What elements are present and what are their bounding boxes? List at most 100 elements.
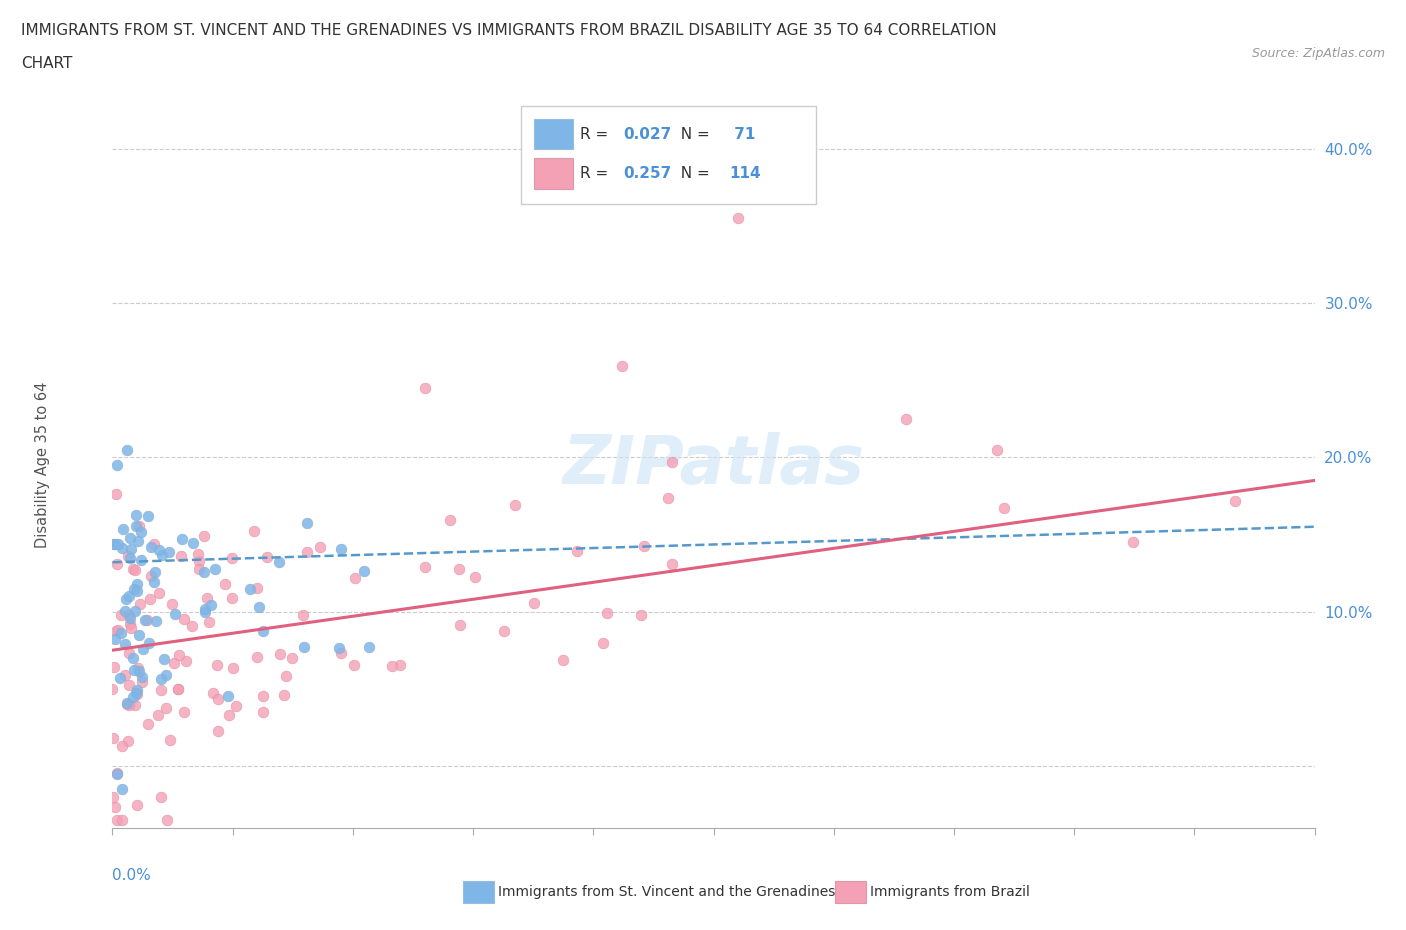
Point [110, 607, 132, 622]
Point [125, 508, 148, 523]
Point [136, 716, 159, 731]
Text: ZIPatlas: ZIPatlas [562, 432, 865, 498]
Point [103, 800, 125, 815]
Point [120, 620, 142, 635]
Point [141, 569, 163, 584]
Point [105, 458, 128, 472]
Point [145, 614, 167, 629]
Point [193, 565, 215, 579]
Point [153, 652, 176, 667]
Point [127, 686, 149, 701]
Point [389, 658, 412, 673]
Point [567, 543, 589, 558]
Point [630, 607, 652, 622]
Point [150, 548, 173, 563]
Point [103, 537, 125, 551]
Point [101, 730, 124, 745]
FancyBboxPatch shape [534, 119, 572, 150]
Text: 0.257: 0.257 [623, 166, 672, 181]
Point [188, 553, 211, 568]
Point [115, 442, 138, 457]
Point [114, 636, 136, 651]
Point [357, 640, 380, 655]
Point [107, 622, 129, 637]
Point [221, 551, 243, 565]
Point [125, 797, 148, 812]
Point [204, 562, 226, 577]
Point [194, 604, 217, 619]
Point [195, 590, 218, 604]
Point [149, 790, 172, 804]
Point [727, 210, 749, 225]
Point [447, 562, 470, 577]
Point [413, 560, 436, 575]
Text: IMMIGRANTS FROM ST. VINCENT AND THE GRENADINES VS IMMIGRANTS FROM BRAZIL DISABIL: IMMIGRANTS FROM ST. VINCENT AND THE GREN… [21, 23, 997, 38]
Point [187, 547, 209, 562]
Point [273, 687, 295, 702]
Point [295, 545, 318, 560]
Point [148, 586, 170, 601]
Point [464, 569, 486, 584]
Point [503, 498, 526, 512]
Point [180, 618, 202, 633]
Text: Immigrants from Brazil: Immigrants from Brazil [870, 884, 1031, 899]
Point [129, 525, 152, 539]
Point [242, 524, 264, 538]
Point [124, 685, 146, 700]
Point [160, 597, 183, 612]
Point [592, 635, 614, 650]
Point [120, 530, 142, 545]
Point [110, 813, 132, 828]
FancyBboxPatch shape [534, 158, 572, 189]
Point [661, 556, 683, 571]
Point [118, 608, 141, 623]
Point [111, 738, 134, 753]
Point [610, 359, 633, 374]
Point [329, 541, 352, 556]
Point [217, 688, 239, 703]
Text: R =: R = [581, 126, 613, 141]
Point [205, 658, 228, 672]
Point [657, 491, 679, 506]
Point [111, 521, 134, 536]
Point [118, 551, 141, 565]
Text: 114: 114 [730, 166, 761, 181]
Point [120, 611, 142, 626]
Point [163, 655, 186, 670]
Point [267, 555, 290, 570]
Point [353, 564, 375, 578]
Point [148, 543, 170, 558]
Point [105, 766, 128, 781]
Point [194, 602, 217, 617]
Point [114, 592, 136, 607]
Point [142, 575, 165, 590]
Point [115, 697, 138, 711]
Point [252, 624, 274, 639]
Point [413, 380, 436, 395]
Point [246, 649, 269, 664]
Point [108, 671, 131, 685]
Point [181, 536, 204, 551]
Point [129, 596, 152, 611]
Point [136, 612, 159, 627]
Point [124, 604, 146, 618]
Point [343, 570, 366, 585]
Point [292, 640, 315, 655]
Point [1223, 493, 1246, 508]
Point [127, 661, 149, 676]
Point [256, 550, 278, 565]
Point [104, 486, 127, 501]
Point [252, 688, 274, 703]
Point [157, 544, 180, 559]
Point [122, 562, 145, 577]
Point [128, 518, 150, 533]
Text: N =: N = [672, 166, 716, 181]
Text: Source: ZipAtlas.com: Source: ZipAtlas.com [1251, 46, 1385, 60]
Point [131, 670, 153, 684]
Point [139, 591, 162, 606]
Point [127, 534, 149, 549]
Point [167, 682, 190, 697]
Point [173, 705, 195, 720]
Point [246, 580, 269, 595]
Text: 0.027: 0.027 [623, 126, 672, 141]
